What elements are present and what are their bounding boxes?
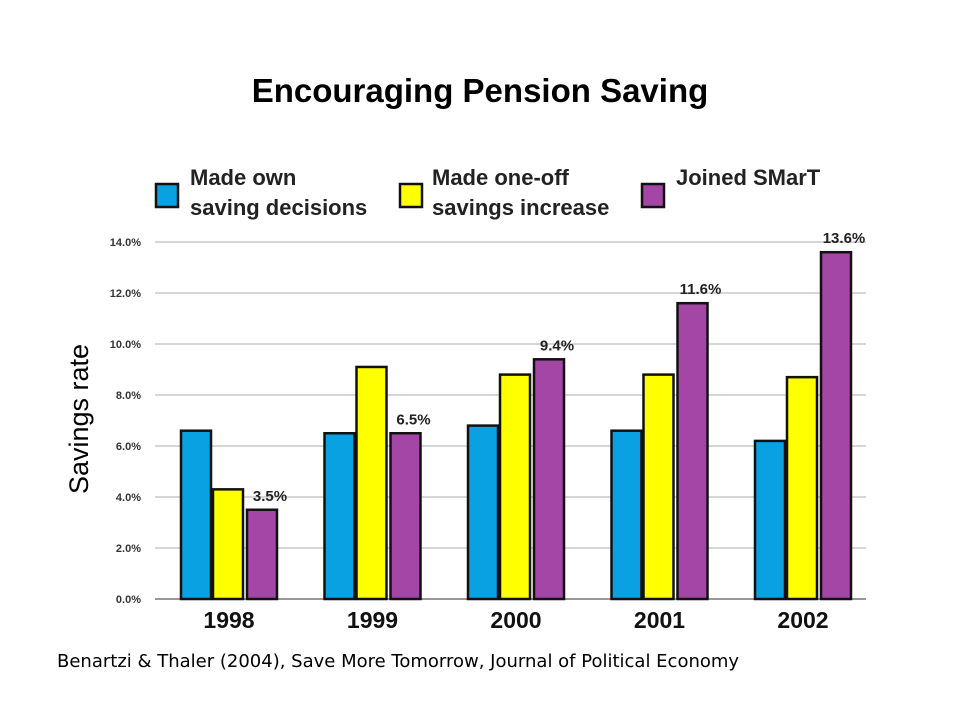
y-tick-label: 0.0% bbox=[116, 594, 141, 606]
y-tick-label: 14.0% bbox=[110, 237, 141, 249]
source-caption: Benartzi & Thaler (2004), Save More Tomo… bbox=[57, 651, 740, 672]
slide-title: Encouraging Pension Saving bbox=[251, 72, 709, 109]
legend-label: savings increase bbox=[432, 195, 609, 220]
bar bbox=[753, 439, 787, 601]
bar bbox=[466, 424, 500, 601]
y-tick-labels: 0.0% 2.0% 4.0% 6.0% 8.0% 10.0% 12.0% 14.0% bbox=[110, 237, 141, 606]
bar bbox=[323, 432, 356, 601]
data-label: 3.5% bbox=[253, 488, 287, 505]
y-tick-label: 12.0% bbox=[110, 288, 141, 300]
x-tick-label: 2002 bbox=[777, 607, 828, 633]
bar bbox=[819, 250, 853, 601]
bar bbox=[389, 432, 422, 601]
data-label: 11.6% bbox=[680, 281, 722, 298]
data-labels: 3.5% 6.5% 9.4% 11.6% 13.6% bbox=[253, 230, 865, 505]
y-tick-label: 2.0% bbox=[116, 543, 141, 555]
bar bbox=[785, 375, 819, 601]
x-tick-label: 1999 bbox=[347, 607, 398, 633]
data-label: 9.4% bbox=[540, 337, 574, 354]
legend-label: Made own bbox=[190, 165, 296, 190]
x-tick-label: 2000 bbox=[490, 607, 541, 633]
legend-label: Joined SMarT bbox=[676, 165, 821, 190]
x-tick-label: 2001 bbox=[634, 607, 685, 633]
x-tick-labels: 1998 1999 2000 2001 2002 bbox=[203, 607, 828, 633]
bar bbox=[642, 373, 675, 601]
bar bbox=[245, 508, 279, 601]
y-tick-label: 6.0% bbox=[116, 441, 141, 453]
bar bbox=[211, 488, 245, 601]
y-tick-label: 8.0% bbox=[116, 390, 141, 402]
legend-label: Made one-off bbox=[432, 165, 570, 190]
y-tick-label: 4.0% bbox=[116, 492, 141, 504]
x-tick-label: 1998 bbox=[203, 607, 254, 633]
bar bbox=[355, 365, 388, 601]
legend-swatch bbox=[640, 182, 666, 209]
y-axis-label: Savings rate bbox=[64, 344, 94, 494]
savings-rate-chart: 0.0% 2.0% 4.0% 6.0% 8.0% 10.0% 12.0% 14.0% 3.5%… bbox=[64, 165, 866, 633]
y-tick-label: 10.0% bbox=[110, 339, 141, 351]
bar bbox=[610, 429, 643, 601]
bar bbox=[676, 301, 709, 601]
bars bbox=[179, 250, 853, 601]
bar bbox=[498, 373, 532, 601]
data-label: 13.6% bbox=[823, 230, 866, 247]
legend-swatch bbox=[154, 182, 180, 209]
bar bbox=[179, 429, 213, 601]
legend-swatch bbox=[398, 182, 424, 209]
data-label: 6.5% bbox=[396, 411, 430, 428]
legend-label: saving decisions bbox=[190, 195, 367, 220]
bar bbox=[532, 358, 566, 601]
legend: Made own saving decisions Made one-off savi… bbox=[154, 165, 821, 220]
